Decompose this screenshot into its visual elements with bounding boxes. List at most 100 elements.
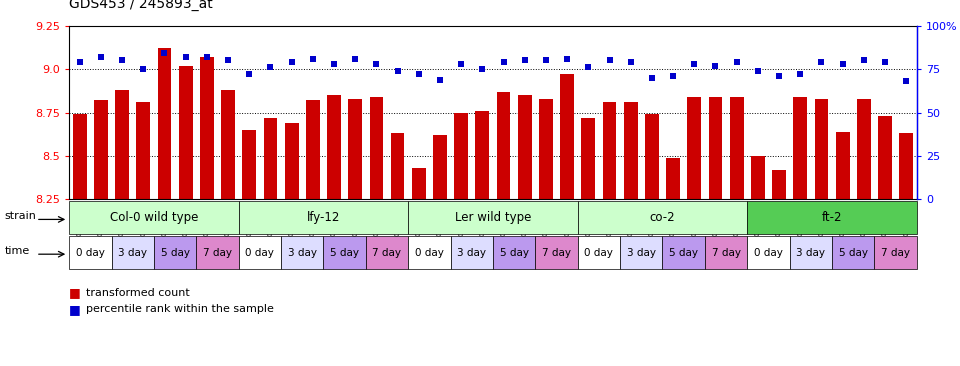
Bar (264, 118, 277, 199)
Text: strain: strain (5, 211, 36, 221)
Bar (370, 97, 383, 199)
Bar (200, 57, 214, 199)
Text: 7 day: 7 day (372, 247, 401, 258)
Point (199, 54, 214, 60)
Bar (306, 100, 320, 199)
Bar (179, 66, 193, 199)
Point (432, 76, 447, 82)
Bar (878, 116, 892, 199)
Bar (793, 97, 807, 199)
Point (581, 64, 596, 70)
Text: 7 day: 7 day (203, 247, 232, 258)
Point (390, 68, 405, 74)
Point (877, 59, 893, 65)
Text: 7 day: 7 day (542, 247, 571, 258)
Bar (751, 156, 765, 199)
Bar (391, 133, 404, 199)
Bar (603, 102, 616, 199)
Point (814, 59, 829, 65)
Text: time: time (5, 246, 30, 256)
Bar (157, 48, 172, 199)
Bar (666, 158, 680, 199)
Point (496, 59, 512, 65)
Text: Ler wild type: Ler wild type (455, 211, 531, 224)
Point (156, 51, 172, 56)
Text: 5 day: 5 day (330, 247, 359, 258)
Point (348, 56, 363, 61)
Point (242, 71, 257, 77)
Text: ■: ■ (69, 286, 81, 299)
Bar (836, 132, 850, 199)
Point (114, 57, 130, 63)
Point (135, 66, 151, 72)
Text: 7 day: 7 day (881, 247, 910, 258)
Bar (115, 90, 129, 199)
Text: co-2: co-2 (650, 211, 675, 224)
Bar (73, 114, 86, 199)
Point (623, 59, 638, 65)
Bar (517, 95, 532, 199)
Bar (624, 102, 637, 199)
Bar (475, 111, 490, 199)
Bar (582, 118, 595, 199)
Bar (327, 95, 341, 199)
Text: 5 day: 5 day (160, 247, 189, 258)
Bar (772, 170, 786, 199)
Text: 5 day: 5 day (839, 247, 868, 258)
Text: GDS453 / 245893_at: GDS453 / 245893_at (69, 0, 213, 11)
Text: 3 day: 3 day (627, 247, 656, 258)
Point (305, 56, 321, 61)
Bar (412, 168, 425, 199)
Point (686, 61, 702, 67)
Point (72, 59, 87, 65)
Bar (900, 133, 913, 199)
Bar (454, 113, 468, 199)
Text: 7 day: 7 day (711, 247, 740, 258)
Bar (433, 135, 446, 199)
Bar (242, 130, 256, 199)
Text: 3 day: 3 day (457, 247, 487, 258)
Bar (857, 98, 871, 199)
Point (517, 57, 533, 63)
Text: 0 day: 0 day (76, 247, 105, 258)
Bar (814, 98, 828, 199)
Text: Col-0 wild type: Col-0 wild type (109, 211, 198, 224)
Bar (687, 97, 701, 199)
Text: ■: ■ (69, 303, 81, 316)
Point (602, 57, 617, 63)
Text: 3 day: 3 day (797, 247, 826, 258)
Bar (540, 98, 553, 199)
Point (263, 64, 278, 70)
Bar (94, 100, 108, 199)
Text: 0 day: 0 day (246, 247, 275, 258)
Text: ft-2: ft-2 (822, 211, 842, 224)
Bar (136, 102, 150, 199)
Bar (708, 97, 722, 199)
Text: 5 day: 5 day (499, 247, 529, 258)
Point (644, 75, 660, 81)
Point (221, 57, 236, 63)
Bar (730, 97, 744, 199)
Point (326, 61, 342, 67)
Text: 0 day: 0 day (754, 247, 783, 258)
Point (474, 66, 490, 72)
Point (750, 68, 765, 74)
Point (729, 59, 744, 65)
Point (560, 56, 575, 61)
Text: percentile rank within the sample: percentile rank within the sample (86, 304, 275, 314)
Text: transformed count: transformed count (86, 288, 190, 298)
Point (835, 61, 851, 67)
Point (772, 73, 787, 79)
Point (453, 61, 468, 67)
Bar (496, 92, 511, 199)
Text: 3 day: 3 day (118, 247, 147, 258)
Point (539, 57, 554, 63)
Text: 0 day: 0 day (585, 247, 613, 258)
Point (708, 63, 723, 68)
Bar (645, 114, 659, 199)
Point (411, 71, 426, 77)
Bar (285, 123, 299, 199)
Point (899, 78, 914, 84)
Point (665, 73, 681, 79)
Point (93, 54, 108, 60)
